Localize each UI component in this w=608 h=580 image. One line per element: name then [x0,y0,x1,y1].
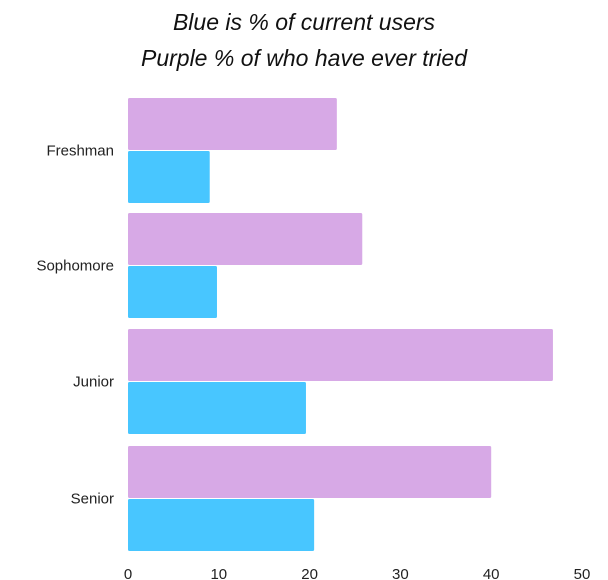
x-tick-label-20: 20 [301,566,318,580]
bar-current-users-senior [128,499,315,551]
bar-ever-tried-senior [128,446,492,498]
bar-ever-tried-junior [128,329,553,381]
category-label-sophomore: Sophomore [36,258,114,275]
chart-title-line-2: Purple % of who have ever tried [140,45,467,71]
x-tick-label-10: 10 [210,566,227,580]
category-label-junior: Junior [73,374,114,391]
bar-current-users-sophomore [128,266,217,318]
chart-title-line-1: Blue is % of current users [172,9,436,35]
bar-ever-tried-freshman [128,98,337,150]
x-tick-label-50: 50 [574,566,591,580]
chart-title: Blue is % of current users Purple % of w… [0,4,608,76]
x-tick-label-40: 40 [483,566,500,580]
x-tick-label-0: 0 [124,566,132,580]
bar-current-users-junior [128,382,306,434]
x-tick-label-30: 30 [392,566,409,580]
bar-current-users-freshman [128,151,210,203]
category-label-senior: Senior [71,491,114,508]
bar-ever-tried-sophomore [128,213,363,265]
category-label-freshman: Freshman [46,143,114,160]
